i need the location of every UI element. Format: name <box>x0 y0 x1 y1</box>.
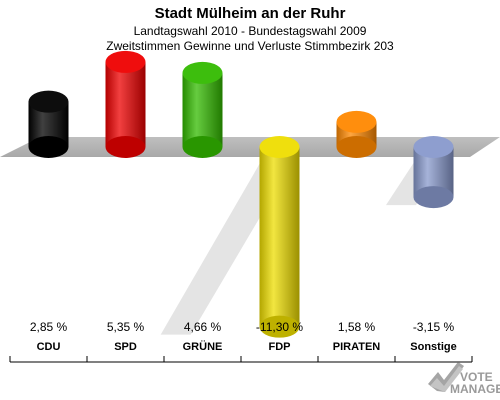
axis-ticks <box>9 356 473 362</box>
bar-cdu <box>28 90 69 158</box>
category-labels: CDU SPD GRÜNE FDP PIRATEN Sonstige <box>37 340 457 353</box>
bars <box>28 50 454 338</box>
checkmark-icon <box>428 362 464 392</box>
value-label-cdu: 2,85 % <box>30 320 68 334</box>
chart-subtitle-2: Zweitstimmen Gewinne und Verluste Stimmb… <box>106 39 394 53</box>
bar-gr-ne <box>182 61 223 158</box>
bar-piraten <box>336 110 377 158</box>
bar-fdp <box>259 136 300 338</box>
value-label-gr-ne: 4,66 % <box>184 320 222 334</box>
category-label-fdp: FDP <box>269 341 291 353</box>
value-label-fdp: -11,30 % <box>256 320 303 334</box>
value-label-spd: 5,35 % <box>107 320 145 334</box>
value-label-sonstige: -3,15 % <box>413 320 455 334</box>
votemanager-logo: VOTE MANAGER <box>428 362 500 396</box>
category-label-piraten: PIRATEN <box>333 341 381 353</box>
logo-line-1: VOTE <box>460 370 493 384</box>
chart-title: Stadt Mülheim an der Ruhr <box>155 5 346 22</box>
bar-spd <box>105 50 146 158</box>
bar-shadows <box>160 157 450 335</box>
bar-sonstige <box>413 136 454 209</box>
value-label-piraten: 1,58 % <box>338 320 376 334</box>
value-labels: 2,85 % 5,35 % 4,66 % -11,30 % 1,58 % -3,15 % <box>30 320 455 334</box>
category-label-gr-ne: GRÜNE <box>183 340 223 353</box>
logo-line-2: MANAGER <box>450 382 500 396</box>
category-label-spd: SPD <box>114 341 137 353</box>
chart-subtitle-1: Landtagswahl 2010 - Bundestagswahl 2009 <box>134 24 367 38</box>
category-label-sonstige: Sonstige <box>410 341 456 353</box>
category-label-cdu: CDU <box>37 341 61 353</box>
